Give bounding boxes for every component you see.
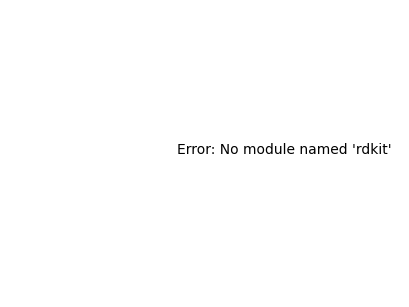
Text: Error: No module named 'rdkit': Error: No module named 'rdkit' bbox=[177, 142, 391, 157]
